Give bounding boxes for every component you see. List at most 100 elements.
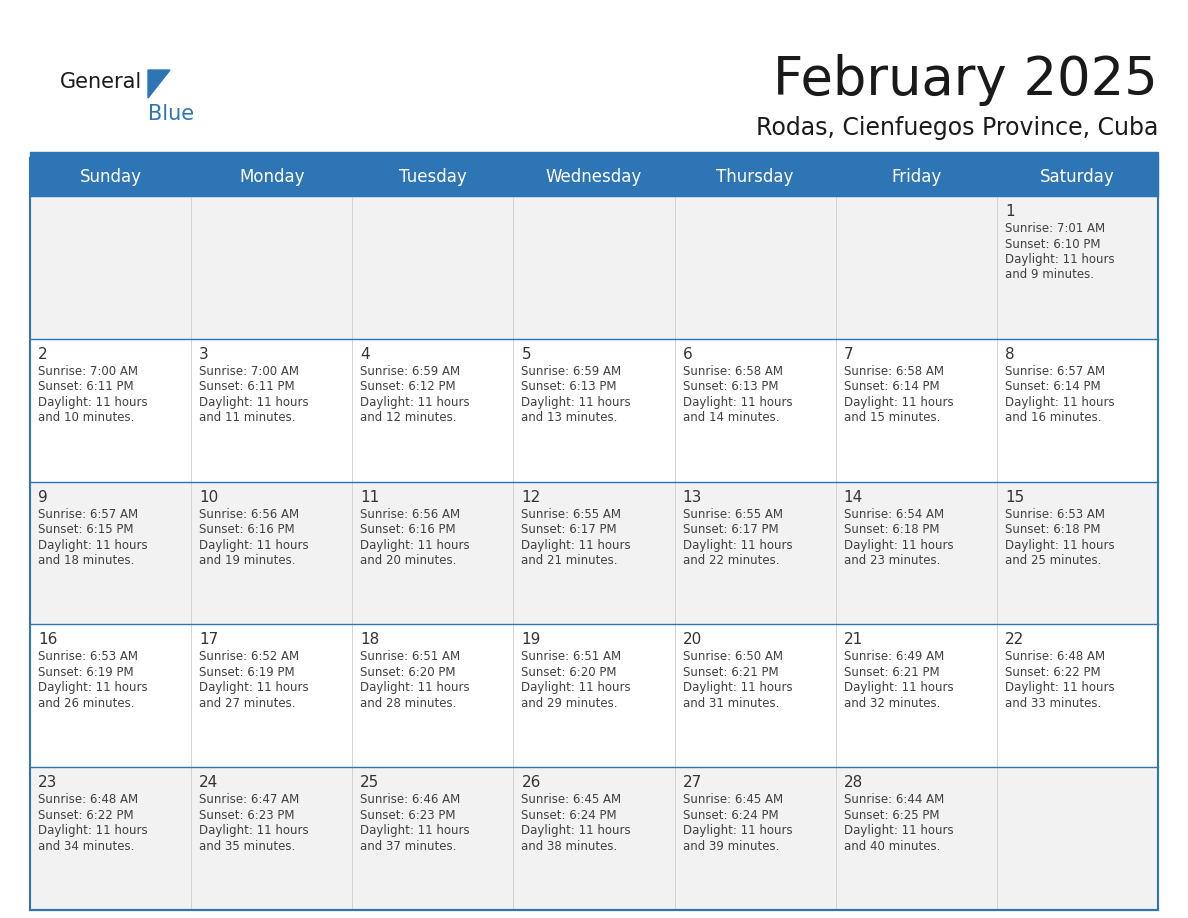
Text: and 23 minutes.: and 23 minutes.: [843, 554, 940, 567]
Text: Rodas, Cienfuegos Province, Cuba: Rodas, Cienfuegos Province, Cuba: [756, 116, 1158, 140]
Text: and 32 minutes.: and 32 minutes.: [843, 697, 940, 710]
Text: Daylight: 11 hours: Daylight: 11 hours: [200, 824, 309, 837]
Text: Sunset: 6:13 PM: Sunset: 6:13 PM: [522, 380, 617, 393]
Text: 21: 21: [843, 633, 862, 647]
Text: Daylight: 11 hours: Daylight: 11 hours: [200, 681, 309, 694]
Text: Sunset: 6:21 PM: Sunset: 6:21 PM: [843, 666, 940, 679]
Text: Thursday: Thursday: [716, 168, 794, 186]
Text: Sunrise: 6:56 AM: Sunrise: 6:56 AM: [360, 508, 461, 521]
Text: Friday: Friday: [891, 168, 941, 186]
Text: Daylight: 11 hours: Daylight: 11 hours: [843, 539, 953, 552]
Text: Sunset: 6:21 PM: Sunset: 6:21 PM: [683, 666, 778, 679]
Text: 15: 15: [1005, 489, 1024, 505]
Text: Sunset: 6:17 PM: Sunset: 6:17 PM: [522, 523, 617, 536]
Text: Tuesday: Tuesday: [399, 168, 467, 186]
Text: Daylight: 11 hours: Daylight: 11 hours: [683, 396, 792, 409]
Text: 26: 26: [522, 775, 541, 790]
Text: and 9 minutes.: and 9 minutes.: [1005, 268, 1094, 282]
Text: Sunrise: 6:45 AM: Sunrise: 6:45 AM: [522, 793, 621, 806]
Text: Sunday: Sunday: [80, 168, 141, 186]
Text: Daylight: 11 hours: Daylight: 11 hours: [360, 681, 470, 694]
Text: Sunrise: 6:52 AM: Sunrise: 6:52 AM: [200, 650, 299, 664]
Text: and 29 minutes.: and 29 minutes.: [522, 697, 618, 710]
Text: and 25 minutes.: and 25 minutes.: [1005, 554, 1101, 567]
Text: Sunrise: 6:53 AM: Sunrise: 6:53 AM: [1005, 508, 1105, 521]
Text: Daylight: 11 hours: Daylight: 11 hours: [522, 539, 631, 552]
Text: Sunset: 6:19 PM: Sunset: 6:19 PM: [200, 666, 295, 679]
Text: 28: 28: [843, 775, 862, 790]
Bar: [30, 624, 1158, 767]
Text: Sunrise: 6:48 AM: Sunrise: 6:48 AM: [38, 793, 138, 806]
Text: 27: 27: [683, 775, 702, 790]
Text: Sunrise: 6:50 AM: Sunrise: 6:50 AM: [683, 650, 783, 664]
Text: Sunset: 6:19 PM: Sunset: 6:19 PM: [38, 666, 133, 679]
Bar: [30, 158, 1158, 910]
Text: 17: 17: [200, 633, 219, 647]
Text: and 37 minutes.: and 37 minutes.: [360, 840, 456, 853]
Text: 2: 2: [38, 347, 48, 362]
Text: and 34 minutes.: and 34 minutes.: [38, 840, 134, 853]
Text: Sunset: 6:23 PM: Sunset: 6:23 PM: [200, 809, 295, 822]
Text: 12: 12: [522, 489, 541, 505]
Text: Sunset: 6:24 PM: Sunset: 6:24 PM: [683, 809, 778, 822]
Text: and 27 minutes.: and 27 minutes.: [200, 697, 296, 710]
Text: General: General: [61, 72, 143, 92]
Text: and 15 minutes.: and 15 minutes.: [843, 411, 940, 424]
Text: Daylight: 11 hours: Daylight: 11 hours: [38, 681, 147, 694]
Text: Daylight: 11 hours: Daylight: 11 hours: [1005, 681, 1114, 694]
Text: Daylight: 11 hours: Daylight: 11 hours: [522, 396, 631, 409]
Text: 8: 8: [1005, 347, 1015, 362]
Text: 1: 1: [1005, 204, 1015, 219]
Text: 25: 25: [360, 775, 379, 790]
Text: Sunset: 6:16 PM: Sunset: 6:16 PM: [200, 523, 295, 536]
Text: Sunrise: 6:48 AM: Sunrise: 6:48 AM: [1005, 650, 1105, 664]
Text: Monday: Monday: [239, 168, 304, 186]
Text: Sunrise: 6:47 AM: Sunrise: 6:47 AM: [200, 793, 299, 806]
Text: Sunset: 6:18 PM: Sunset: 6:18 PM: [1005, 523, 1100, 536]
Text: Sunset: 6:22 PM: Sunset: 6:22 PM: [1005, 666, 1100, 679]
Text: Sunset: 6:18 PM: Sunset: 6:18 PM: [843, 523, 940, 536]
Text: Sunrise: 7:00 AM: Sunrise: 7:00 AM: [38, 364, 138, 378]
Bar: [30, 339, 1158, 482]
Text: Blue: Blue: [148, 104, 194, 124]
Text: 7: 7: [843, 347, 853, 362]
Text: Daylight: 11 hours: Daylight: 11 hours: [683, 539, 792, 552]
Text: Sunset: 6:24 PM: Sunset: 6:24 PM: [522, 809, 617, 822]
Text: Sunrise: 6:46 AM: Sunrise: 6:46 AM: [360, 793, 461, 806]
Bar: [30, 152, 1158, 158]
Text: Sunrise: 6:59 AM: Sunrise: 6:59 AM: [360, 364, 461, 378]
Text: Daylight: 11 hours: Daylight: 11 hours: [360, 539, 470, 552]
Text: Daylight: 11 hours: Daylight: 11 hours: [843, 681, 953, 694]
Text: Daylight: 11 hours: Daylight: 11 hours: [38, 396, 147, 409]
Text: and 19 minutes.: and 19 minutes.: [200, 554, 296, 567]
Text: 11: 11: [360, 489, 379, 505]
Text: Daylight: 11 hours: Daylight: 11 hours: [200, 396, 309, 409]
Text: and 31 minutes.: and 31 minutes.: [683, 697, 779, 710]
Text: 18: 18: [360, 633, 379, 647]
Text: Daylight: 11 hours: Daylight: 11 hours: [1005, 539, 1114, 552]
Text: Sunrise: 7:00 AM: Sunrise: 7:00 AM: [200, 364, 299, 378]
Text: 24: 24: [200, 775, 219, 790]
Text: Sunrise: 6:58 AM: Sunrise: 6:58 AM: [683, 364, 783, 378]
Text: Sunset: 6:11 PM: Sunset: 6:11 PM: [200, 380, 295, 393]
Text: and 11 minutes.: and 11 minutes.: [200, 411, 296, 424]
Text: and 40 minutes.: and 40 minutes.: [843, 840, 940, 853]
Text: Sunset: 6:14 PM: Sunset: 6:14 PM: [843, 380, 940, 393]
Text: Sunset: 6:17 PM: Sunset: 6:17 PM: [683, 523, 778, 536]
Text: and 12 minutes.: and 12 minutes.: [360, 411, 456, 424]
Text: 14: 14: [843, 489, 862, 505]
Text: Sunrise: 6:57 AM: Sunrise: 6:57 AM: [38, 508, 138, 521]
Text: Sunrise: 6:51 AM: Sunrise: 6:51 AM: [522, 650, 621, 664]
Text: and 22 minutes.: and 22 minutes.: [683, 554, 779, 567]
Text: Sunrise: 6:53 AM: Sunrise: 6:53 AM: [38, 650, 138, 664]
Text: Sunset: 6:22 PM: Sunset: 6:22 PM: [38, 809, 133, 822]
Text: Sunrise: 6:59 AM: Sunrise: 6:59 AM: [522, 364, 621, 378]
Text: Sunrise: 6:44 AM: Sunrise: 6:44 AM: [843, 793, 944, 806]
Text: 6: 6: [683, 347, 693, 362]
Text: Daylight: 11 hours: Daylight: 11 hours: [522, 824, 631, 837]
Text: and 26 minutes.: and 26 minutes.: [38, 697, 134, 710]
Text: and 18 minutes.: and 18 minutes.: [38, 554, 134, 567]
Text: Daylight: 11 hours: Daylight: 11 hours: [360, 824, 470, 837]
Bar: [30, 196, 1158, 339]
Text: Sunrise: 6:49 AM: Sunrise: 6:49 AM: [843, 650, 944, 664]
